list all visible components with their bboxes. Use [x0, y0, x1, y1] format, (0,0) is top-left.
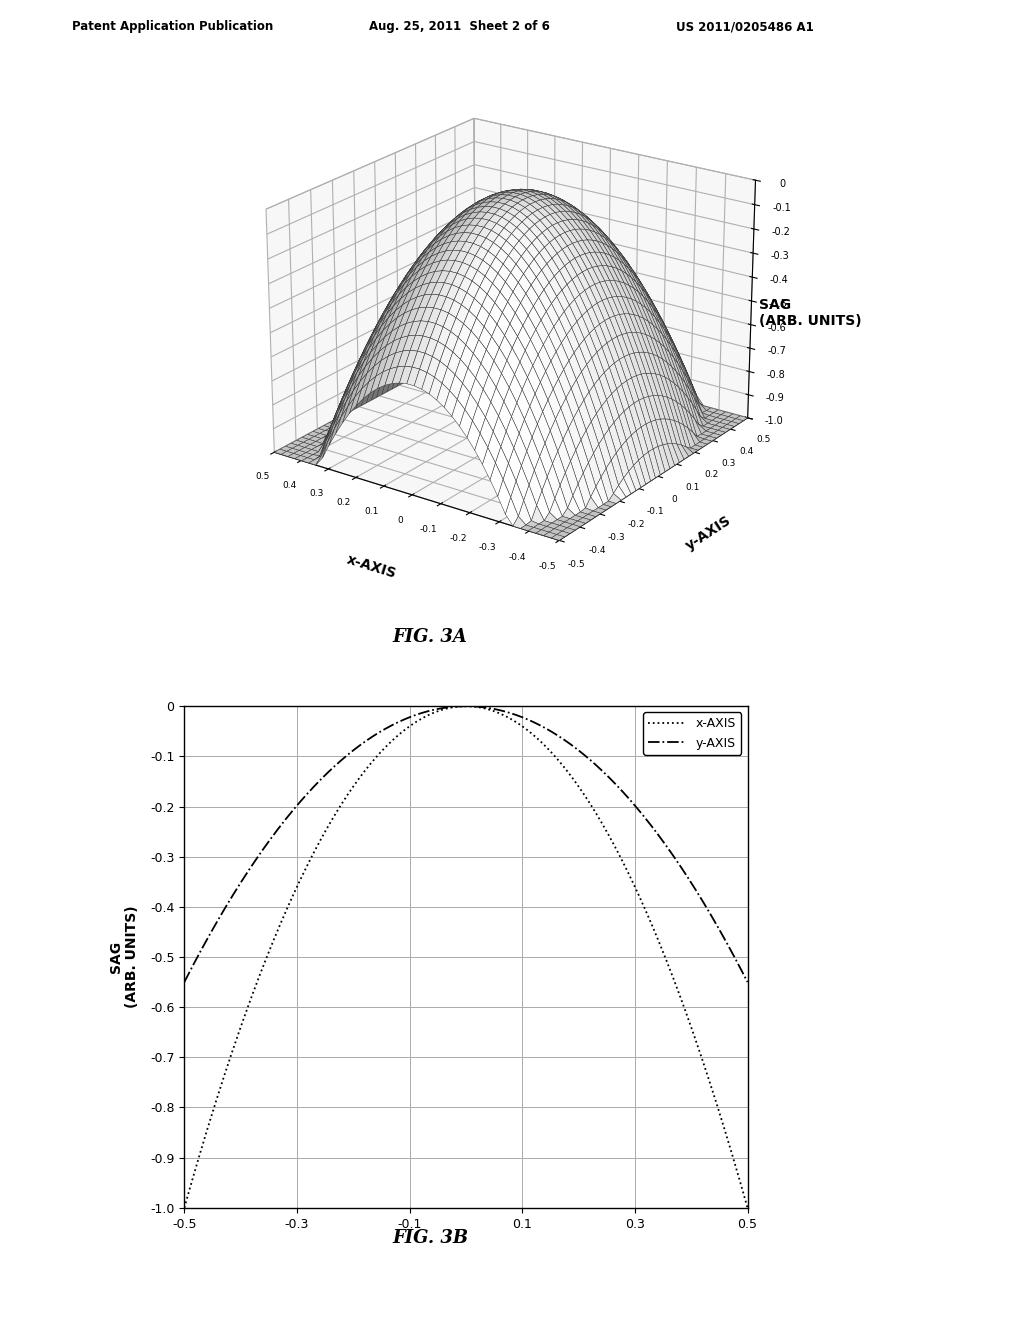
y-AXIS [406, 709, 418, 725]
Line: x-AXIS: x-AXIS [184, 706, 748, 1208]
y-AXIS [236, 873, 248, 888]
y-AXIS [741, 974, 754, 990]
Y-axis label: SAG
(ARB. UNITS): SAG (ARB. UNITS) [109, 906, 139, 1008]
Text: Patent Application Publication: Patent Application Publication [72, 20, 273, 33]
x-AXIS [236, 1016, 248, 1032]
Text: FIG. 3B: FIG. 3B [392, 1229, 468, 1247]
x-AXIS [617, 857, 630, 873]
x-AXIS [460, 698, 472, 714]
x-AXIS [406, 717, 418, 733]
x-AXIS [741, 1200, 754, 1216]
Legend: x-AXIS, y-AXIS: x-AXIS, y-AXIS [643, 713, 741, 755]
Text: Aug. 25, 2011  Sheet 2 of 6: Aug. 25, 2011 Sheet 2 of 6 [369, 20, 550, 33]
x-AXIS [426, 705, 438, 721]
y-AXIS [565, 737, 578, 752]
y-AXIS [426, 702, 438, 718]
Line: y-AXIS: y-AXIS [184, 706, 748, 982]
y-AXIS [617, 785, 630, 801]
y-AXIS [628, 797, 640, 813]
X-axis label: x-AXIS: x-AXIS [344, 553, 397, 581]
x-AXIS [178, 1200, 190, 1216]
Y-axis label: y-AXIS: y-AXIS [683, 513, 734, 553]
Text: SAG
(ARB. UNITS): SAG (ARB. UNITS) [759, 298, 862, 329]
x-AXIS [628, 878, 640, 894]
y-AXIS [178, 974, 190, 990]
y-AXIS [460, 698, 472, 714]
Text: US 2011/0205486 A1: US 2011/0205486 A1 [676, 20, 814, 33]
x-AXIS [565, 770, 578, 785]
Text: FIG. 3A: FIG. 3A [392, 627, 468, 645]
